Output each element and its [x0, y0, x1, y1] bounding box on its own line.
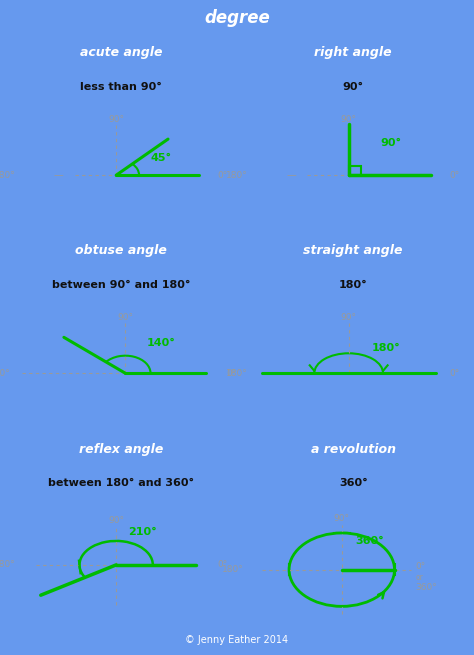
- Text: between 180° and 360°: between 180° and 360°: [48, 479, 194, 489]
- Text: 90°: 90°: [118, 313, 133, 322]
- Text: straight angle: straight angle: [303, 244, 403, 257]
- Text: 0°: 0°: [415, 562, 425, 571]
- Text: 90°: 90°: [108, 115, 124, 124]
- Text: 0°: 0°: [217, 561, 227, 569]
- Text: acute angle: acute angle: [80, 47, 162, 60]
- Text: 180°: 180°: [226, 171, 248, 179]
- Text: —: —: [54, 170, 64, 180]
- Text: 0°: 0°: [449, 171, 460, 179]
- Text: 180°: 180°: [339, 280, 368, 290]
- Text: 90°: 90°: [108, 515, 124, 525]
- Text: 90°: 90°: [334, 514, 350, 523]
- Text: 0°: 0°: [226, 369, 237, 378]
- Text: 45°: 45°: [151, 153, 172, 163]
- Text: 180°: 180°: [0, 561, 15, 569]
- Text: 90°: 90°: [341, 313, 356, 322]
- Text: 180°: 180°: [0, 369, 11, 378]
- Text: 180°: 180°: [221, 565, 243, 574]
- Text: 140°: 140°: [147, 338, 176, 348]
- Text: © Jenny Eather 2014: © Jenny Eather 2014: [185, 635, 289, 645]
- Text: 180°: 180°: [226, 369, 248, 378]
- Text: 210°: 210°: [128, 527, 156, 536]
- Text: 90°: 90°: [341, 115, 356, 124]
- Text: right angle: right angle: [314, 47, 392, 60]
- Text: 90°: 90°: [343, 83, 364, 92]
- Text: a revolution: a revolution: [311, 443, 396, 455]
- Text: obtuse angle: obtuse angle: [75, 244, 167, 257]
- Bar: [349, 166, 361, 175]
- Text: less than 90°: less than 90°: [80, 83, 162, 92]
- Text: 0°: 0°: [449, 369, 460, 378]
- Text: or: or: [415, 573, 423, 582]
- Text: 0°: 0°: [217, 171, 227, 179]
- Text: 180°: 180°: [372, 343, 401, 353]
- Text: 360°: 360°: [356, 536, 384, 546]
- Text: 180°: 180°: [0, 171, 15, 179]
- Text: 360°: 360°: [415, 583, 437, 591]
- Text: degree: degree: [204, 9, 270, 28]
- Text: —: —: [286, 170, 296, 180]
- Text: reflex angle: reflex angle: [79, 443, 163, 455]
- Text: between 90° and 180°: between 90° and 180°: [52, 280, 190, 290]
- Text: 360°: 360°: [339, 479, 368, 489]
- Text: 90°: 90°: [381, 138, 402, 149]
